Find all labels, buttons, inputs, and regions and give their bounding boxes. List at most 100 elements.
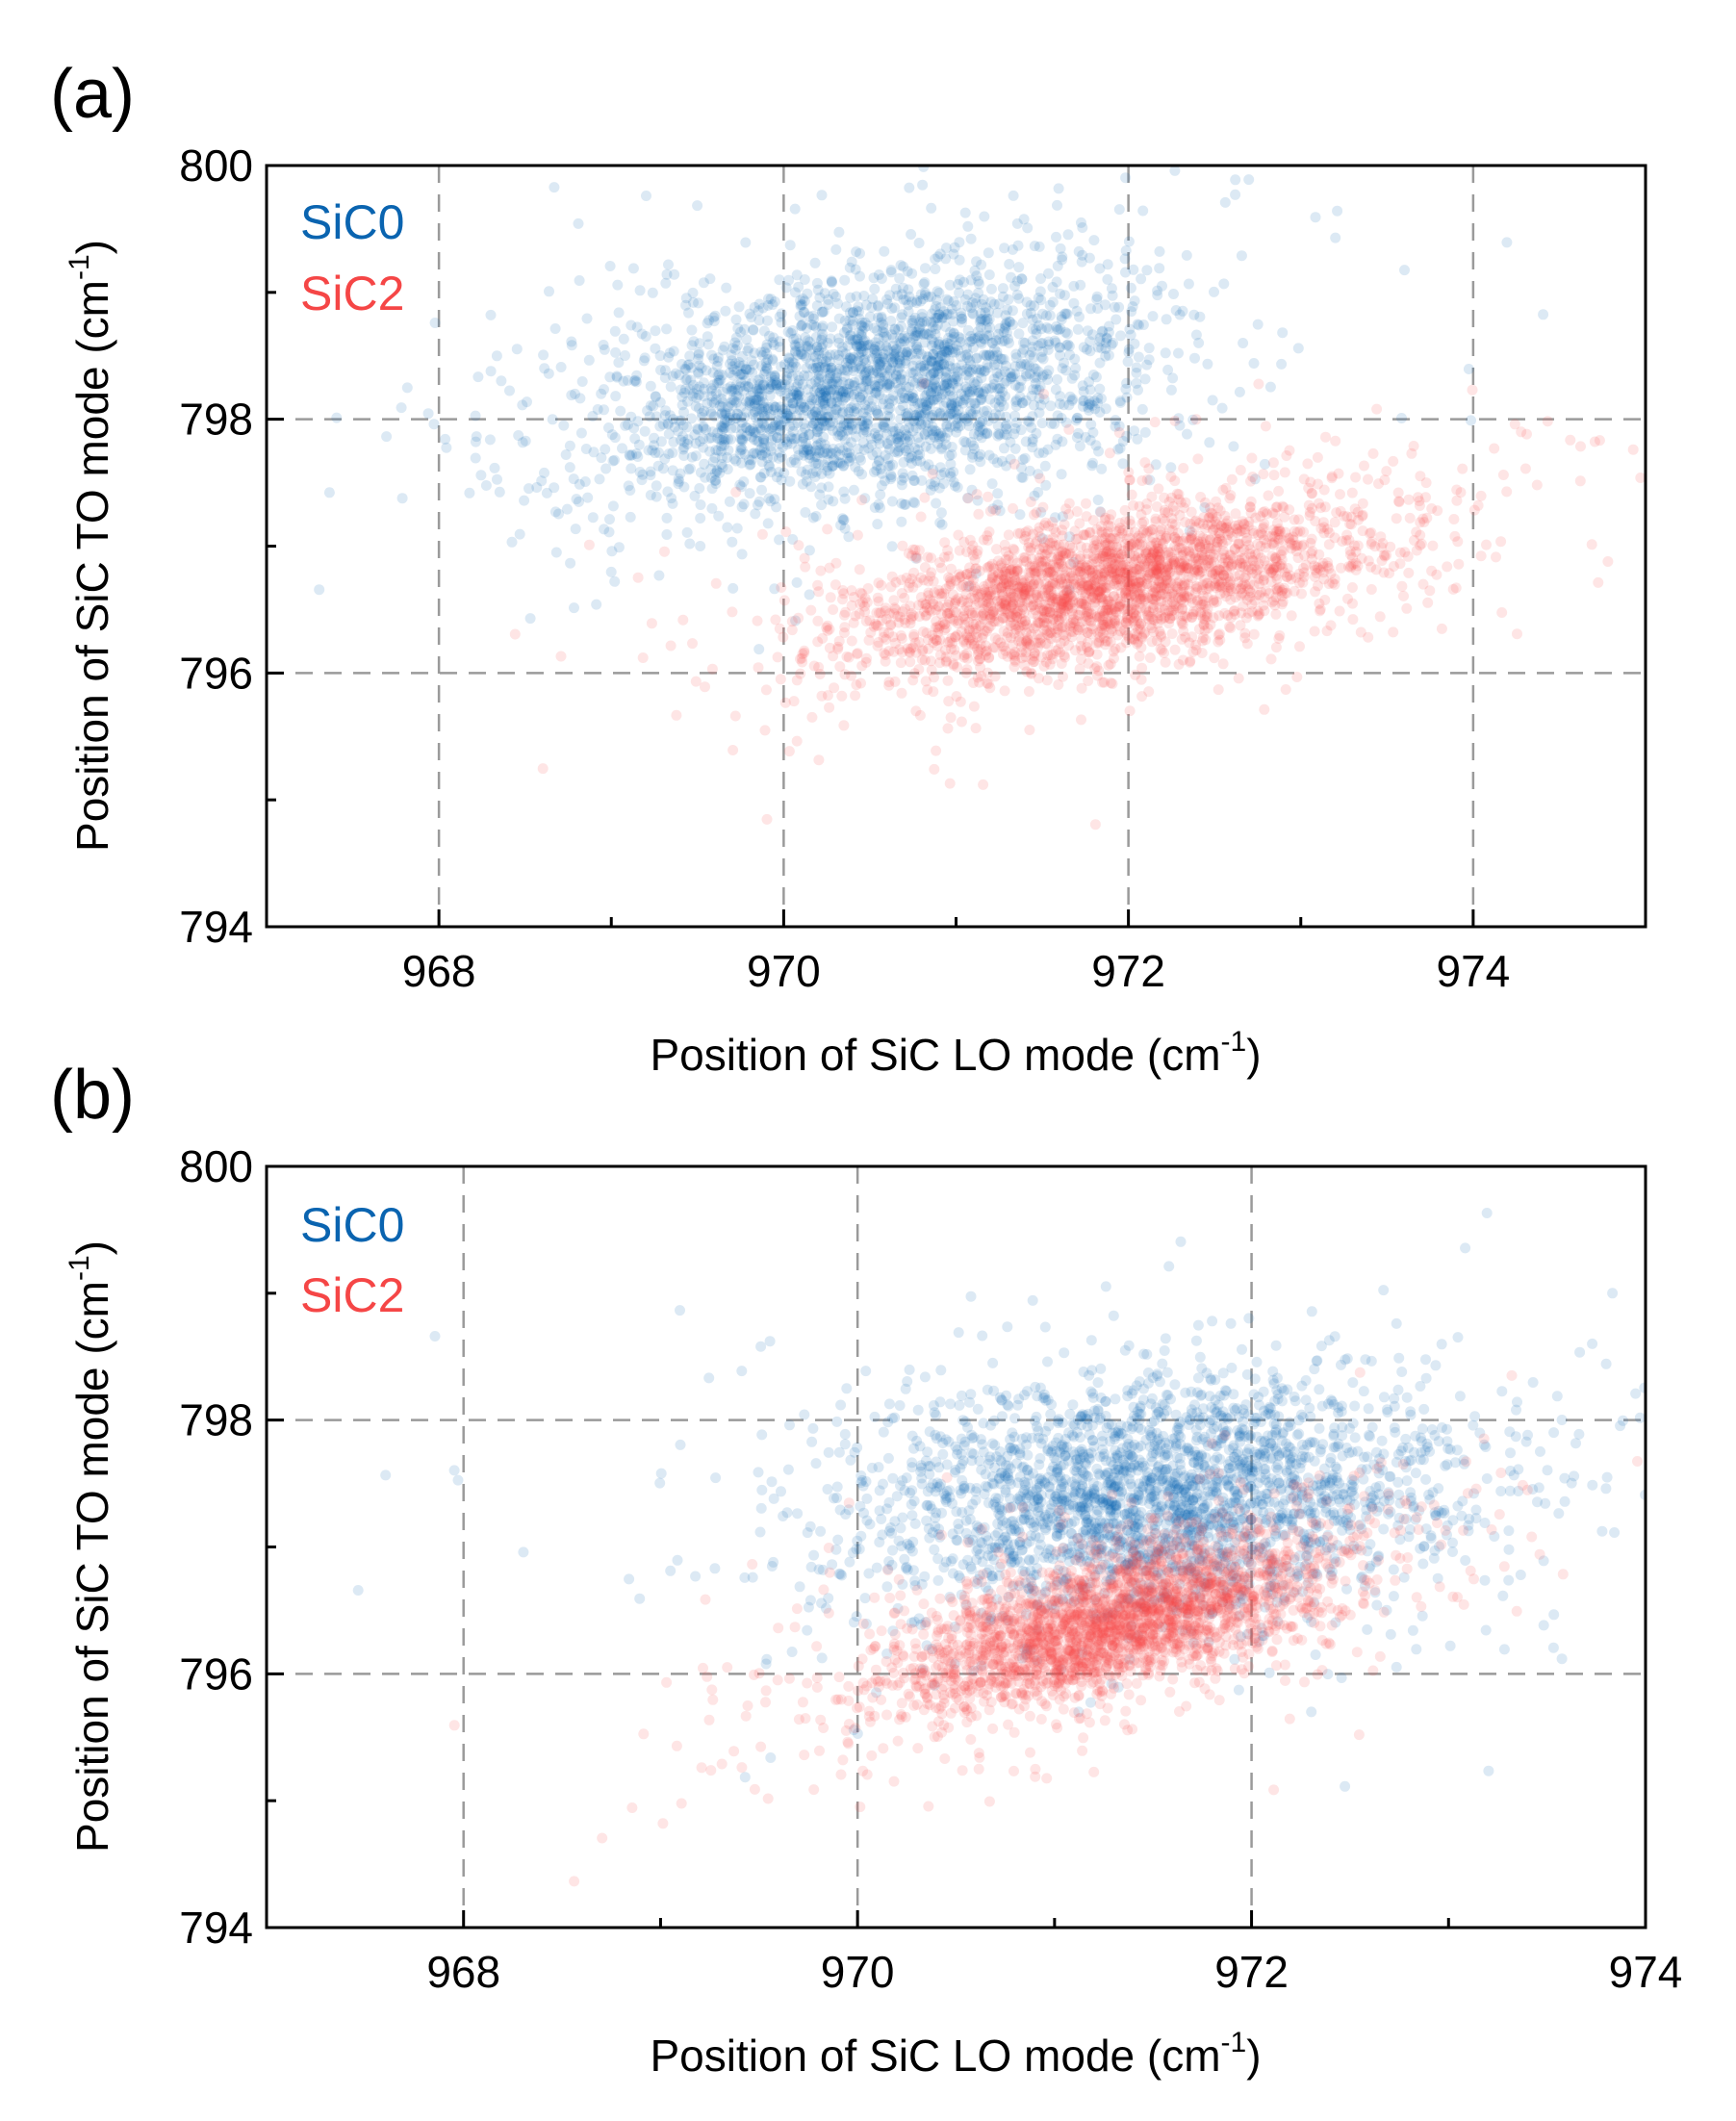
data-point [688,296,699,308]
data-point [902,266,913,277]
data-point [682,434,694,446]
data-point [740,237,752,248]
data-point [923,292,934,303]
data-point [935,349,947,361]
data-point [702,339,714,350]
data-point [786,433,798,445]
data-point [1058,671,1068,682]
data-point [625,463,637,474]
data-point [903,299,914,311]
data-point [609,575,621,587]
data-point [948,295,959,307]
data-point [1074,311,1085,322]
data-point [1018,214,1030,225]
data-point [819,397,830,409]
data-point [873,269,884,280]
data-point [786,625,798,636]
data-point [947,308,958,319]
data-point [1302,458,1314,470]
data-point [1035,323,1047,335]
data-point [898,282,908,294]
data-point [860,340,872,351]
data-point [914,410,926,422]
data-point [1133,548,1144,559]
data-point [859,399,871,411]
data-point [1312,451,1323,463]
data-point [744,425,755,437]
data-point [903,284,914,295]
data-point [776,308,787,319]
data-point [681,526,693,538]
data-point [905,618,916,629]
data-point [792,349,804,361]
data-point [765,467,777,477]
data-point [1049,335,1060,346]
data-point [912,445,924,455]
data-point [464,487,475,498]
data-point [743,343,754,354]
data-point [1427,540,1439,551]
data-point [717,370,728,381]
data-point [691,393,702,403]
data-point [899,392,909,403]
data-point [1087,427,1099,438]
data-point [839,493,851,504]
data-point [923,643,934,654]
data-point [570,524,581,535]
data-point [939,382,951,394]
data-point [855,416,866,426]
data-point [843,414,854,424]
data-point [830,243,842,255]
data-point [855,346,867,358]
data-point [1366,584,1377,595]
data-point [933,339,945,349]
data-point [902,410,913,422]
data-point [740,375,752,387]
data-point [1268,470,1280,481]
data-point [789,203,801,215]
data-point [1154,245,1165,257]
data-point [1173,413,1185,424]
data-point [948,328,959,340]
data-point [1096,393,1107,404]
data-point [922,551,933,563]
data-point [811,451,823,463]
data-point [786,438,798,449]
data-point [1276,358,1288,370]
data-point [1096,343,1108,354]
data-point [885,434,897,446]
data-point [1414,496,1425,507]
data-point [1184,525,1195,537]
data-point [1022,415,1034,426]
data-point [1064,391,1076,402]
data-point [744,488,755,499]
data-point [990,408,1002,420]
data-point [972,495,983,506]
data-point [1068,297,1080,309]
data-point [789,339,801,350]
data-point [1010,352,1022,364]
data-point [775,425,786,436]
data-point [962,348,974,360]
data-point [806,421,818,431]
data-point [749,301,760,313]
data-point [1043,268,1054,279]
data-point [943,295,954,307]
data-point [1501,237,1513,248]
data-point [662,486,674,498]
data-point [962,324,974,336]
data-point [1150,516,1162,527]
data-point [892,358,904,369]
data-point [646,618,657,629]
data-point [764,390,776,401]
data-point [736,422,748,434]
data-point [1141,265,1153,276]
data-point [612,279,624,291]
data-point [954,254,965,266]
data-point [1136,273,1147,285]
data-point [984,505,996,517]
data-point [1071,415,1082,426]
data-point [810,511,822,522]
data-point [706,391,718,402]
